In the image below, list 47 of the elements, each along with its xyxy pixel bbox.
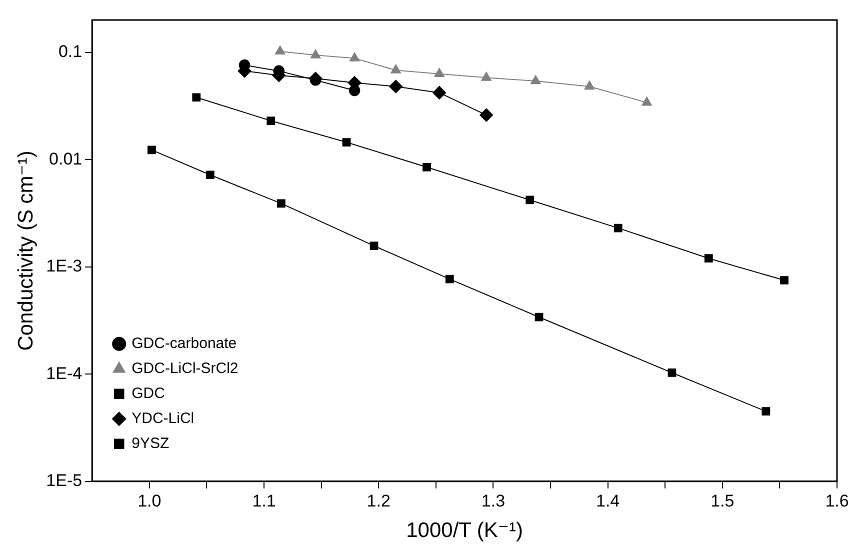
point [481, 72, 492, 81]
point [310, 50, 321, 58]
point [668, 368, 676, 377]
point [445, 274, 454, 284]
point [704, 254, 713, 263]
y-tick-label: 0.01 [49, 149, 82, 168]
x-tick-label: 1.0 [138, 491, 162, 510]
point [342, 138, 351, 146]
legend-label: GDC [132, 385, 166, 402]
point [432, 86, 446, 100]
y-tick-label: 1E-3 [46, 256, 82, 276]
legend-label: GDC-carbonate [132, 335, 237, 352]
point [390, 64, 401, 74]
legend-label: 9YSZ [132, 435, 170, 452]
y-tick-label: 0.1 [58, 42, 82, 61]
point [389, 80, 402, 94]
x-tick-label: 1.6 [825, 491, 849, 510]
point [192, 93, 201, 102]
point [148, 146, 156, 154]
point [642, 96, 652, 106]
point [780, 276, 788, 284]
point [530, 75, 541, 84]
point [370, 242, 378, 250]
x-tick-label: 1.4 [596, 491, 620, 510]
point [266, 116, 276, 125]
legend-label: YDC-LiCl [132, 410, 194, 428]
point [526, 196, 534, 204]
point [480, 108, 493, 122]
legend-label: GDC-LiCl-SrCl2 [132, 360, 238, 378]
x-tick-label: 1.3 [481, 491, 506, 510]
point [584, 80, 594, 90]
point [277, 199, 286, 208]
point [422, 162, 431, 172]
point [614, 224, 622, 232]
point [762, 407, 770, 416]
point [350, 52, 360, 62]
x-axis-title: 1000/T (K⁻¹) [406, 519, 524, 542]
point [534, 312, 544, 322]
x-tick-label: 1.5 [710, 491, 734, 510]
y-tick-label: 1E-5 [46, 471, 82, 490]
x-tick-label: 1.1 [252, 491, 276, 510]
y-tick-label: 1E-4 [46, 364, 82, 383]
point [434, 68, 444, 77]
point [275, 46, 286, 55]
point [206, 170, 214, 180]
x-tick-label: 1.2 [366, 491, 390, 510]
y-axis-title: Conductivity (S cm⁻¹) [14, 150, 38, 351]
